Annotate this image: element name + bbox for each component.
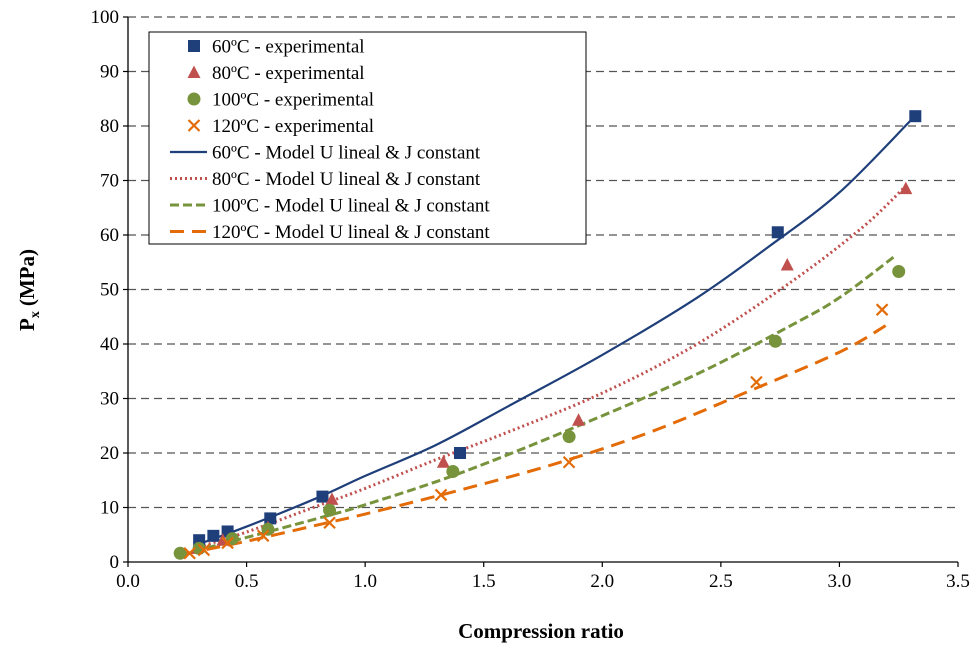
y-tick-label: 0 <box>110 552 120 573</box>
data-point-80-c-experimental <box>325 492 339 505</box>
x-tick-label: 3.5 <box>946 571 970 592</box>
data-point-120-c-experimental <box>197 543 211 557</box>
series-line-80-c-model-u-lineal-j-constant <box>193 184 907 550</box>
legend-item-100-c-model-u-lineal-j-constant: 100ºC - Model U lineal & J constant <box>170 196 490 217</box>
series-line-100-c-model-u-lineal-j-constant <box>194 255 895 553</box>
data-point-120-c-experimental <box>221 536 234 550</box>
model-lines <box>184 119 912 556</box>
y-axis-title-main: P <box>15 318 39 331</box>
y-axis-title: Px (MPa) <box>15 249 43 331</box>
y-tick-label: 90 <box>100 62 119 83</box>
y-tick-label: 30 <box>100 389 119 410</box>
legend-label: 80ºC - experimental <box>212 63 365 84</box>
x-tick-label: 0.0 <box>116 571 140 592</box>
x-tick-label: 0.5 <box>235 571 259 592</box>
data-point-120-c-experimental <box>323 516 336 530</box>
data-point-60-c-experimental <box>771 226 784 239</box>
x-axis-ticks: 0.0 0.5 1.0 1.5 2.0 2.5 3.0 3.5 <box>116 562 970 592</box>
legend-item-80-c-experimental: 80ºC - experimental <box>187 63 365 84</box>
data-point-80-c-experimental <box>899 181 913 195</box>
legend-item-60-c-model-u-lineal-j-constant: 60ºC - Model U lineal & J constant <box>170 143 481 164</box>
data-point-60-c-experimental <box>316 490 329 503</box>
legend-item-60-c-experimental: 60ºC - experimental <box>188 37 365 58</box>
data-point-60-c-experimental <box>264 512 277 525</box>
y-axis-title-subscript: x <box>28 311 43 318</box>
data-point-120-c-experimental <box>256 529 270 543</box>
data-point-100-c-experimental <box>173 546 187 560</box>
legend-symbol-80-c-experimental <box>187 65 201 78</box>
legend-label: 60ºC - experimental <box>212 37 365 58</box>
legend-item-120-c-experimental: 120ºC - experimental <box>187 116 374 137</box>
series-line-120-c-model-u-lineal-j-constant <box>184 323 888 556</box>
x-axis-title: Compression ratio <box>458 619 624 643</box>
data-point-100-c-experimental <box>261 522 275 536</box>
legend-item-120-c-model-u-lineal-j-constant: 120ºC - Model U lineal & J constant <box>170 222 490 243</box>
data-point-100-c-experimental <box>446 465 460 479</box>
y-tick-label: 50 <box>100 280 119 301</box>
y-tick-label: 10 <box>100 498 119 519</box>
data-point-120-c-experimental <box>434 488 448 502</box>
data-point-120-c-experimental <box>750 375 763 389</box>
x-tick-label: 2.5 <box>709 571 733 592</box>
data-point-100-c-experimental <box>323 503 337 517</box>
legend-symbol-60-c-experimental <box>188 40 200 52</box>
data-point-80-c-experimental <box>572 413 586 426</box>
legend-item-100-c-experimental: 100ºC - experimental <box>187 90 374 111</box>
data-point-80-c-experimental <box>780 257 794 271</box>
y-tick-label: 80 <box>100 116 119 137</box>
data-point-100-c-experimental <box>768 334 782 348</box>
x-tick-label: 2.0 <box>590 571 614 592</box>
y-tick-label: 40 <box>100 334 119 355</box>
data-point-100-c-experimental <box>892 265 906 279</box>
data-point-80-c-experimental <box>436 455 450 468</box>
data-point-60-c-experimental <box>909 110 922 123</box>
legend-symbol-100-c-experimental <box>187 92 201 106</box>
y-tick-label: 20 <box>100 443 119 464</box>
legend-label: 120ºC - experimental <box>212 116 374 137</box>
x-tick-label: 1.0 <box>353 571 377 592</box>
legend-label: 60ºC - Model U lineal & J constant <box>212 143 481 164</box>
legend-box <box>148 31 587 245</box>
legend-label: 120ºC - Model U lineal & J constant <box>212 222 490 243</box>
data-point-120-c-experimental <box>875 303 889 316</box>
series-line-60-c-model-u-lineal-j-constant <box>194 119 912 547</box>
legend-label: 80ºC - Model U lineal & J constant <box>212 169 481 190</box>
legend-item-80-c-model-u-lineal-j-constant: 80ºC - Model U lineal & J constant <box>170 169 481 190</box>
y-axis-title-unit: (MPa) <box>15 249 39 306</box>
data-point-120-c-experimental <box>183 547 196 560</box>
y-axis-ticks: 0 10 20 30 40 50 60 70 80 90 100 <box>91 7 128 573</box>
y-tick-label: 60 <box>100 225 119 246</box>
y-tick-label: 70 <box>100 171 119 192</box>
y-tick-label: 100 <box>91 7 120 28</box>
legend-symbol-120-c-experimental <box>187 119 201 132</box>
legend-label: 100ºC - Model U lineal & J constant <box>212 196 490 217</box>
x-tick-label: 3.0 <box>828 571 852 592</box>
legend-label: 100ºC - experimental <box>212 90 374 111</box>
gridlines <box>128 16 958 509</box>
data-point-100-c-experimental <box>562 430 576 444</box>
x-tick-label: 1.5 <box>472 571 496 592</box>
legend: 60ºC - experimental 80ºC - experimental 10… <box>148 31 587 245</box>
data-point-120-c-experimental <box>562 455 576 469</box>
data-point-60-c-experimental <box>207 529 220 542</box>
data-point-60-c-experimental <box>454 447 466 459</box>
experimental-markers <box>173 110 922 560</box>
